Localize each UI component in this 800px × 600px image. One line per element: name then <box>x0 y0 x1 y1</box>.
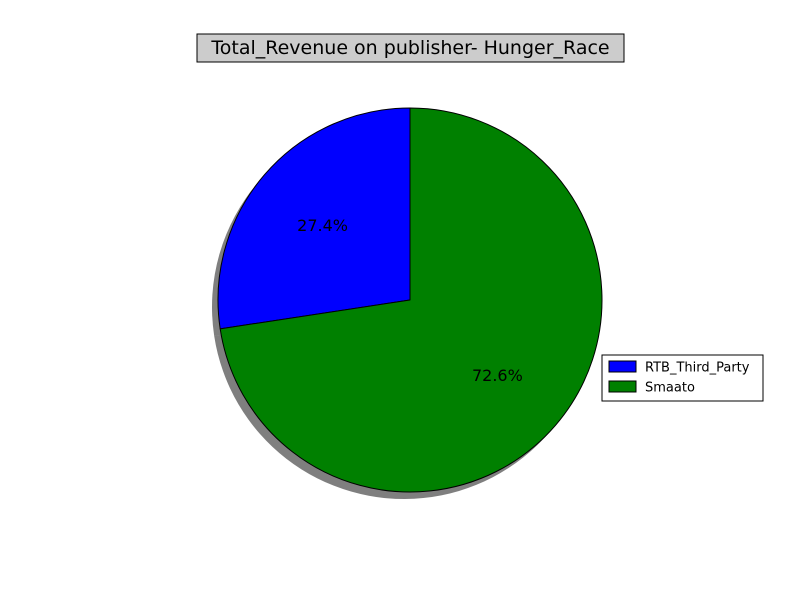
legend-items: RTB_Third_Party Smaato <box>608 360 750 396</box>
chart-title-box <box>196 33 625 63</box>
chart-title: Total_Revenue on publisher- Hunger_Race <box>196 33 625 63</box>
legend: RTB_Third_Party Smaato <box>601 354 764 402</box>
pie-slice-group <box>217 107 603 493</box>
chart-title-text: Total_Revenue on publisher- Hunger_Race <box>210 37 609 59</box>
legend-label-smaato: Smaato <box>645 381 695 396</box>
pie-pct-label-rtb-third-party: 27.4% <box>297 216 348 235</box>
legend-swatch-smaato <box>608 380 637 393</box>
pie-label-group: 27.4% 72.6% <box>297 216 523 385</box>
legend-label-rtb-third-party: RTB_Third_Party <box>645 361 750 376</box>
pie-slice-rtb-third-party <box>217 107 411 330</box>
legend-swatch-rtb-third-party <box>608 360 637 373</box>
pie-pct-label-smaato: 72.6% <box>472 366 523 385</box>
pie-slice-smaato <box>219 107 603 493</box>
